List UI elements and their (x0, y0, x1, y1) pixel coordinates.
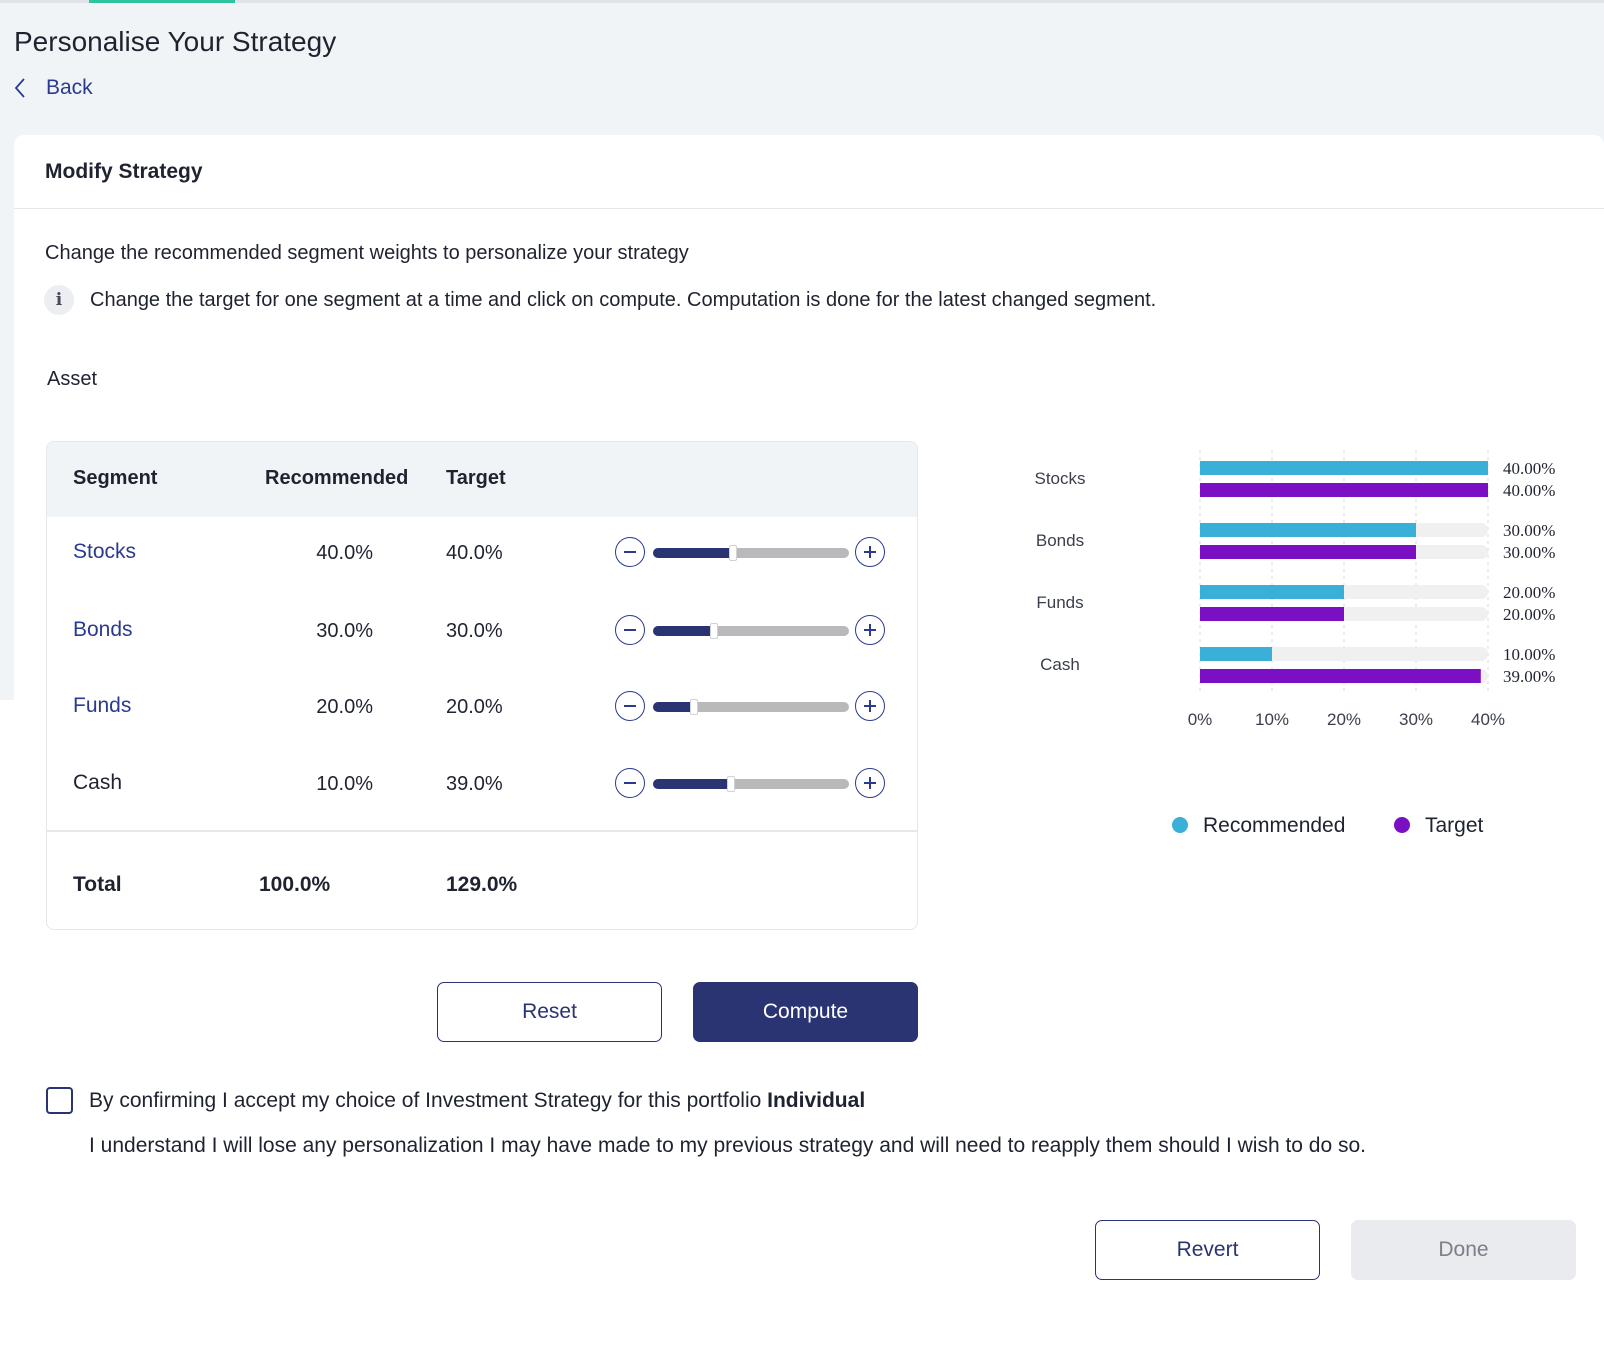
bar-recommended (1200, 647, 1272, 661)
data-label: 10.00% (1503, 645, 1555, 664)
confirm-statement: By confirming I accept my choice of Inve… (89, 1088, 762, 1112)
allocation-chart-svg: Stocks 40.00% 40.00% Bonds 30.00% 30.00% Funds… (1034, 450, 1555, 837)
header-segment: Segment (73, 467, 158, 489)
increase-icon[interactable] (855, 768, 885, 798)
allocation-chart: Stocks 40.00% 40.00% Bonds 30.00% 30.00% Funds… (1000, 440, 1604, 860)
target-stepper (615, 691, 885, 723)
recommended-value: 40.0% (316, 542, 373, 564)
card-title: Modify Strategy (14, 135, 1604, 209)
legend-label: Recommended (1203, 814, 1345, 837)
understand-text: I understand I will lose any personaliza… (89, 1134, 1367, 1157)
target-stepper (615, 768, 885, 800)
legend-label: Target (1425, 814, 1484, 837)
tick-label: 0% (1188, 710, 1213, 729)
increase-icon[interactable] (855, 537, 885, 567)
increase-icon[interactable] (855, 691, 885, 721)
revert-button[interactable]: Revert (1095, 1220, 1320, 1280)
data-label: 40.00% (1503, 481, 1555, 500)
portfolio-name: Individual (767, 1088, 866, 1112)
segment-name-cash: Cash (73, 771, 123, 794)
decrease-icon[interactable] (615, 768, 645, 798)
increase-icon[interactable] (855, 615, 885, 645)
data-label: 30.00% (1503, 543, 1555, 562)
back-link[interactable]: Back (14, 76, 93, 100)
decrease-icon[interactable] (615, 537, 645, 567)
category-label: Stocks (1034, 469, 1085, 488)
table-total-row: Total 100.0% 129.0% (47, 830, 917, 929)
legend-marker-target (1394, 817, 1410, 833)
tab-bar-line (0, 0, 1604, 3)
legend-marker-recommended (1172, 817, 1188, 833)
info-icon: i (44, 285, 74, 315)
intro-text: Change the recommended segment weights t… (45, 242, 689, 264)
bar-recommended (1200, 461, 1488, 475)
table-row: Bonds 30.0% 30.0% (47, 600, 917, 660)
asset-label: Asset (47, 368, 98, 390)
info-text: Change the target for one segment at a t… (90, 288, 1157, 311)
slider-thumb[interactable] (709, 623, 718, 639)
target-slider[interactable] (653, 623, 849, 639)
recommended-value: 10.0% (316, 773, 373, 795)
bar-target (1200, 545, 1416, 559)
page-title: Personalise Your Strategy (14, 26, 337, 57)
table-row: Funds 20.0% 20.0% (47, 676, 917, 736)
data-label: 20.00% (1503, 605, 1555, 624)
segment-table: Segment Recommended Target Stocks 40.0% … (46, 441, 918, 930)
tick-label: 10% (1255, 710, 1289, 729)
data-label: 30.00% (1503, 521, 1555, 540)
data-label: 39.00% (1503, 667, 1555, 686)
target-stepper (615, 537, 885, 569)
target-slider[interactable] (653, 545, 849, 561)
data-label: 20.00% (1503, 583, 1555, 602)
header-target: Target (446, 467, 506, 489)
done-button[interactable]: Done (1351, 1220, 1576, 1280)
target-slider[interactable] (653, 776, 849, 792)
total-target: 129.0% (446, 873, 518, 896)
confirm-text: By confirming I accept my choice of Inve… (89, 1089, 865, 1113)
total-recommended: 100.0% (259, 873, 331, 896)
segment-link-funds[interactable]: Funds (73, 694, 132, 717)
table-row: Cash 10.0% 39.0% (47, 753, 917, 813)
recommended-value: 20.0% (316, 696, 373, 718)
info-note: i Change the target for one segment at a… (44, 285, 1156, 315)
confirm-row: By confirming I accept my choice of Inve… (46, 1087, 865, 1114)
reset-button[interactable]: Reset (437, 982, 662, 1042)
slider-thumb[interactable] (727, 776, 736, 792)
bar-target (1200, 669, 1481, 683)
slider-thumb[interactable] (690, 699, 699, 715)
recommended-value: 30.0% (316, 620, 373, 642)
bar-target (1200, 483, 1488, 497)
category-label: Funds (1036, 593, 1083, 612)
decrease-icon[interactable] (615, 615, 645, 645)
target-value: 30.0% (446, 620, 503, 642)
target-value: 40.0% (446, 542, 503, 564)
decrease-icon[interactable] (615, 691, 645, 721)
target-stepper (615, 615, 885, 647)
tick-label: 40% (1471, 710, 1505, 729)
category-label: Bonds (1036, 531, 1084, 550)
target-value: 39.0% (446, 773, 503, 795)
confirm-checkbox[interactable] (46, 1087, 73, 1114)
table-header: Segment Recommended Target (47, 442, 917, 517)
total-label: Total (73, 873, 122, 896)
tick-label: 30% (1399, 710, 1433, 729)
tick-label: 20% (1327, 710, 1361, 729)
bar-target (1200, 607, 1344, 621)
slider-thumb[interactable] (729, 545, 738, 561)
table-row: Stocks 40.0% 40.0% (47, 522, 917, 582)
bar-recommended (1200, 585, 1344, 599)
data-label: 40.00% (1503, 459, 1555, 478)
back-label: Back (46, 76, 93, 99)
bar-recommended (1200, 523, 1416, 537)
target-slider[interactable] (653, 699, 849, 715)
chevron-left-icon (14, 77, 26, 99)
category-label: Cash (1040, 655, 1080, 674)
target-value: 20.0% (446, 696, 503, 718)
active-tab-indicator (89, 0, 235, 3)
compute-button[interactable]: Compute (693, 982, 918, 1042)
header-recommended: Recommended (265, 467, 409, 489)
segment-link-bonds[interactable]: Bonds (73, 618, 133, 641)
segment-link-stocks[interactable]: Stocks (73, 540, 137, 563)
